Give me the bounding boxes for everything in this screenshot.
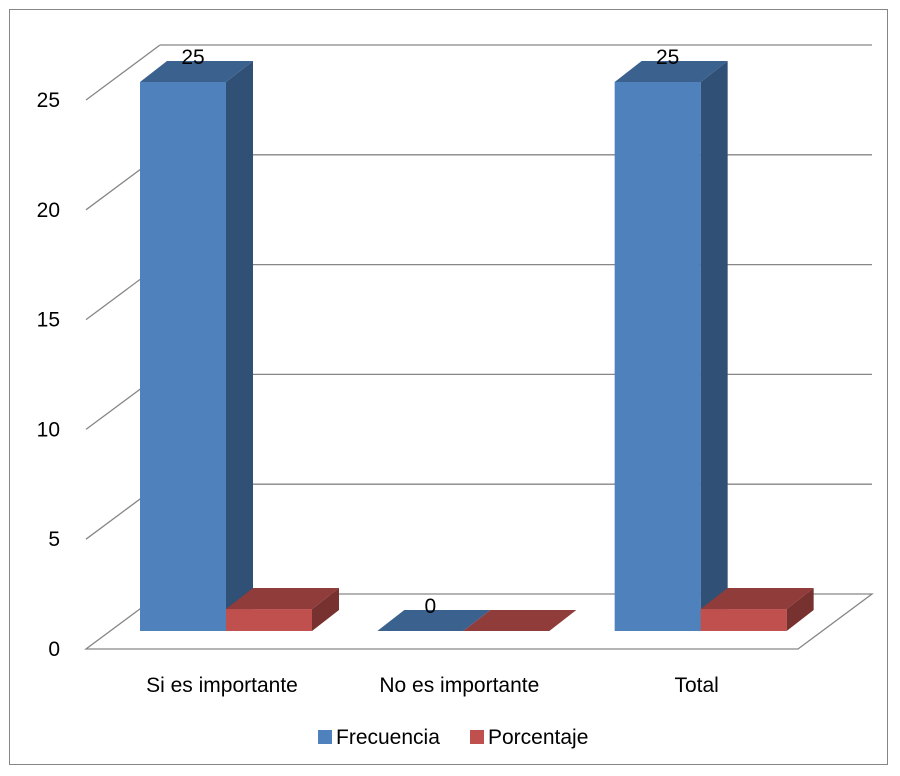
data-label: 25 [656, 46, 679, 69]
bar-top-frecuencia [614, 61, 728, 82]
data-label: 0 [424, 595, 436, 618]
y-tick-label: 20 [37, 199, 60, 222]
x-category-label: No es importante [379, 674, 539, 697]
y-tick-label: 15 [37, 309, 60, 332]
bar-top-frecuencia [140, 61, 253, 82]
bar-top-porcentaje [700, 588, 814, 610]
legend: Frecuencia Porcentaje [318, 726, 588, 749]
bar-top-frecuencia [377, 610, 491, 631]
bar-top-porcentaje [226, 588, 339, 610]
bar-side-frecuencia [226, 61, 253, 631]
data-labels: 25 0 25 [181, 46, 679, 618]
y-axis-ticks: 0 5 10 15 20 25 [37, 89, 60, 661]
bar-side-frecuencia [700, 61, 728, 631]
floor [84, 593, 874, 650]
y-tick-label: 0 [48, 638, 60, 661]
x-axis-categories: Si es importante No es importante Total [146, 674, 719, 697]
bar-side-porcentaje [312, 588, 339, 631]
x-category-label: Total [674, 674, 718, 697]
bar-porcentaje [226, 609, 312, 631]
legend-label: Frecuencia [336, 726, 440, 749]
y-tick-label: 25 [37, 89, 60, 112]
gridline-side [85, 44, 161, 101]
legend-swatch [318, 730, 332, 744]
bar-frecuencia [614, 82, 701, 631]
legend-label: Porcentaje [488, 726, 588, 749]
legend-swatch [470, 730, 484, 744]
y-tick-label: 10 [37, 418, 60, 441]
bars [140, 61, 814, 631]
chart-walls [84, 44, 874, 650]
bar-top-porcentaje [463, 610, 577, 631]
bar-porcentaje [700, 609, 787, 631]
x-category-label: Si es importante [146, 674, 298, 697]
data-label: 25 [181, 46, 204, 69]
bar-side-porcentaje [786, 588, 814, 631]
bar-frecuencia [140, 82, 226, 631]
y-tick-label: 5 [48, 528, 60, 551]
